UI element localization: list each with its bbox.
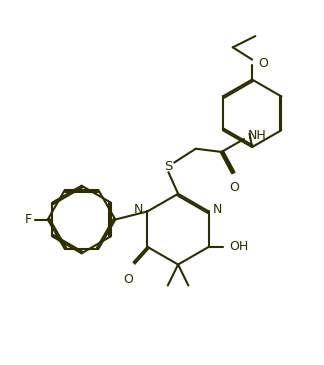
Text: N: N [134,203,144,216]
Text: O: O [258,57,268,70]
Text: OH: OH [230,241,249,253]
Text: S: S [164,160,173,173]
Text: N: N [213,203,222,216]
Text: F: F [25,213,32,226]
Text: O: O [229,181,239,194]
Text: NH: NH [247,129,266,142]
Text: O: O [123,273,133,286]
